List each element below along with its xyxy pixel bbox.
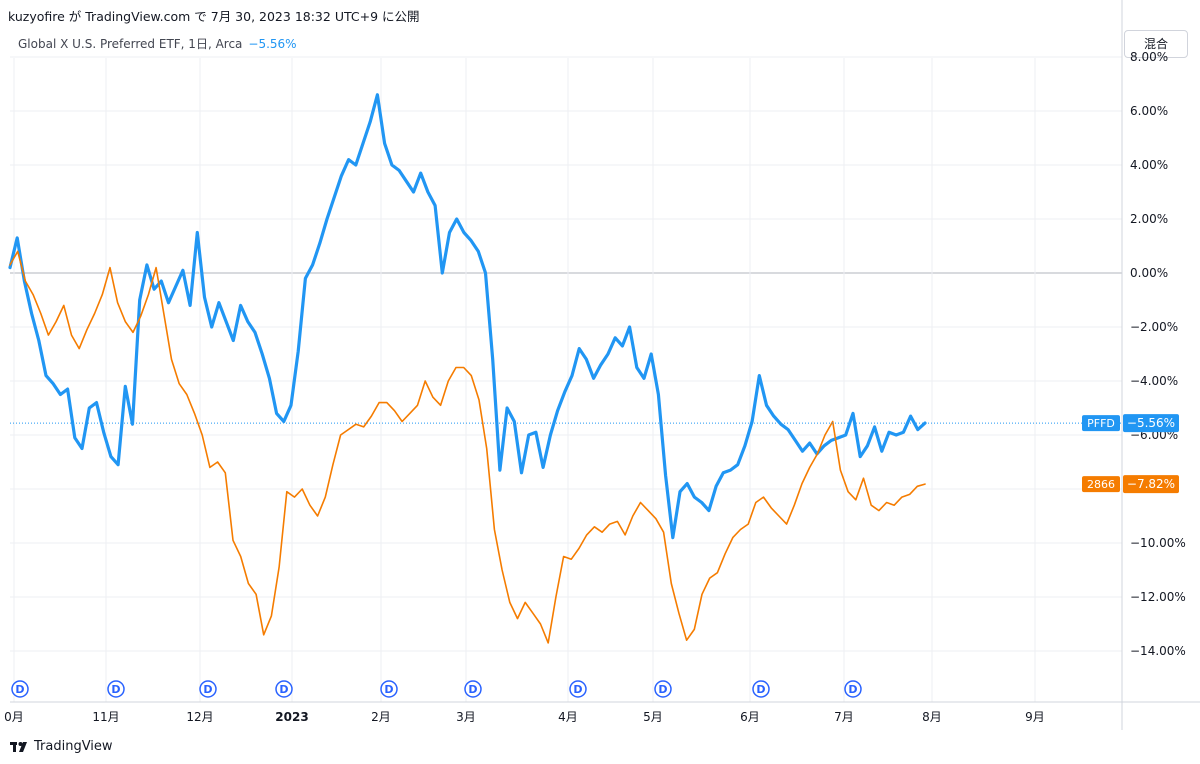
x-tick-label: 11月: [92, 710, 119, 724]
brand-name: TradingView: [34, 739, 113, 754]
x-tick-label: 8月: [922, 710, 942, 724]
y-tick-label: 2.00%: [1130, 212, 1168, 226]
scale-mode-button[interactable]: 混合: [1124, 30, 1188, 58]
dividend-marker-icon[interactable]: [752, 680, 770, 698]
price-chart[interactable]: 8.00%6.00%4.00%2.00%0.00%−2.00%−4.00%−6.…: [0, 0, 1200, 730]
series-name-tag: [1082, 476, 1120, 493]
dividend-marker-icon[interactable]: [107, 680, 125, 698]
brand-footer: TradingView: [10, 739, 113, 754]
dividend-marker-label: D: [203, 683, 212, 696]
dividend-marker-label: D: [756, 683, 765, 696]
dividend-marker-icon[interactable]: [654, 680, 672, 698]
dividend-marker-label: D: [848, 683, 857, 696]
y-tick-label: −14.00%: [1130, 644, 1186, 658]
y-tick-label: −12.00%: [1130, 590, 1186, 604]
symbol-title[interactable]: Global X U.S. Preferred ETF, 1日, Arca: [18, 37, 243, 51]
x-tick-label: 2023: [275, 710, 308, 724]
x-tick-label: 12月: [186, 710, 213, 724]
dividend-marker-icon[interactable]: [11, 680, 29, 698]
series-name-tag-label: PFFD: [1087, 417, 1115, 430]
x-tick-label: 4月: [558, 710, 578, 724]
y-tick-label: −10.00%: [1130, 536, 1186, 550]
series-line-pffd: [8, 93, 927, 540]
dividend-marker-icon[interactable]: [464, 680, 482, 698]
dividend-marker-label: D: [279, 683, 288, 696]
y-tick-label: 8.00%: [1130, 50, 1168, 64]
dividend-marker-icon[interactable]: [199, 680, 217, 698]
x-tick-label: 0月: [4, 710, 24, 724]
dividend-marker-icon[interactable]: [844, 680, 862, 698]
dividend-marker-icon[interactable]: [569, 680, 587, 698]
x-tick-label: 6月: [740, 710, 760, 724]
dividend-marker-label: D: [384, 683, 393, 696]
y-tick-label: −2.00%: [1130, 320, 1178, 334]
y-tick-label: −4.00%: [1130, 374, 1178, 388]
symbol-legend: Global X U.S. Preferred ETF, 1日, Arca −5.…: [18, 35, 297, 52]
tradingview-logo-icon: [10, 741, 27, 752]
symbol-change: −5.56%: [248, 37, 297, 51]
dividend-marker-label: D: [468, 683, 477, 696]
x-tick-label: 3月: [456, 710, 476, 724]
series-name-tag: [1082, 415, 1120, 432]
last-value-tag: [1123, 475, 1179, 494]
dividend-marker-label: D: [15, 683, 24, 696]
last-value-label: −5.56%: [1127, 416, 1175, 430]
dividend-marker-label: D: [111, 683, 120, 696]
y-tick-label: 6.00%: [1130, 104, 1168, 118]
x-tick-label: 9月: [1025, 710, 1045, 724]
last-value-tag: [1123, 414, 1179, 433]
publish-info: kuzyofire が TradingView.com で 7月 30, 202…: [8, 9, 420, 24]
last-value-label: −7.82%: [1127, 477, 1175, 491]
y-tick-label: 4.00%: [1130, 158, 1168, 172]
dividend-marker-icon[interactable]: [380, 680, 398, 698]
series-name-tag-label: 2866: [1087, 478, 1115, 491]
x-tick-label: 5月: [643, 710, 663, 724]
y-tick-label: 0.00%: [1130, 266, 1168, 280]
dividend-marker-label: D: [658, 683, 667, 696]
x-tick-label: 2月: [371, 710, 391, 724]
series-line-2866: [9, 250, 926, 644]
dividend-marker-icon[interactable]: [275, 680, 293, 698]
x-tick-label: 7月: [834, 710, 854, 724]
dividend-marker-label: D: [573, 683, 582, 696]
